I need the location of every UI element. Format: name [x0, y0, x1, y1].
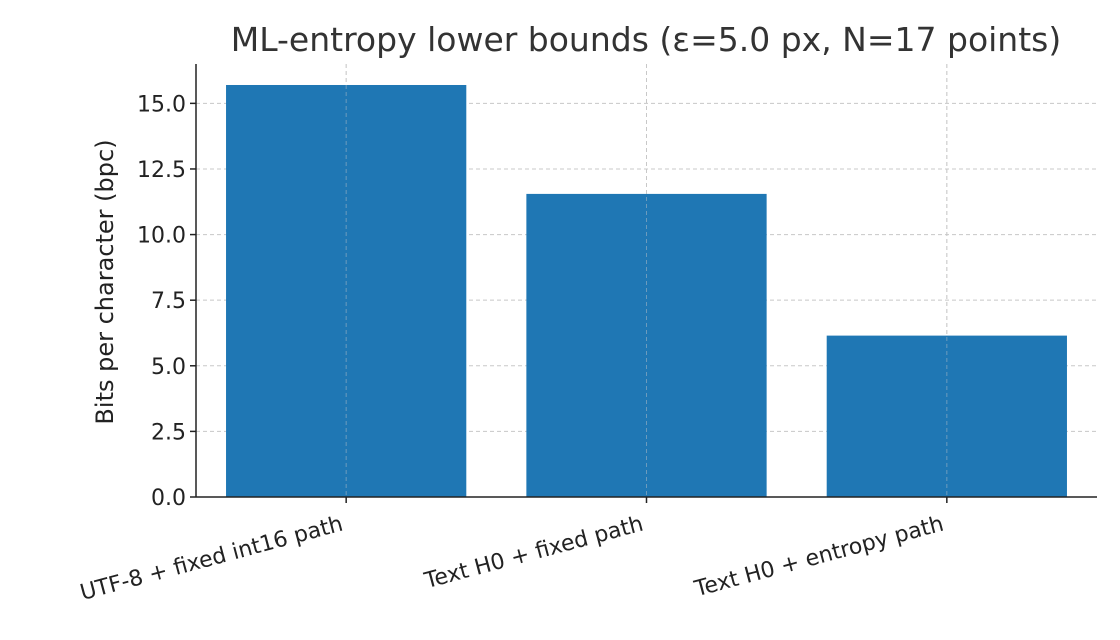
- x-ticks: UTF-8 + fixed int16 path Text H0 + fixed …: [78, 497, 948, 606]
- y-axis-label: Bits per character (bpc): [91, 139, 119, 424]
- y-tick-label: 12.5: [137, 158, 186, 183]
- x-tick-label: Text H0 + entropy path: [691, 512, 946, 603]
- x-tick-label: UTF-8 + fixed int16 path: [78, 512, 346, 606]
- y-ticks: 0.0 2.5 5.0 7.5 10.0 12.5 15.0: [137, 92, 196, 511]
- bars: [226, 64, 1067, 497]
- bar: [526, 193, 767, 497]
- bar: [226, 84, 467, 497]
- y-tick-label: 0.0: [151, 486, 186, 511]
- y-tick-label: 7.5: [151, 289, 186, 314]
- y-tick-label: 15.0: [137, 92, 186, 117]
- y-tick-label: 5.0: [151, 355, 186, 380]
- bar: [826, 335, 1067, 497]
- x-tick-label: Text H0 + fixed path: [421, 512, 646, 595]
- y-tick-label: 2.5: [151, 420, 186, 445]
- chart-title: ML-entropy lower bounds (ε=5.0 px, N=17 …: [231, 20, 1061, 59]
- y-tick-label: 10.0: [137, 224, 186, 249]
